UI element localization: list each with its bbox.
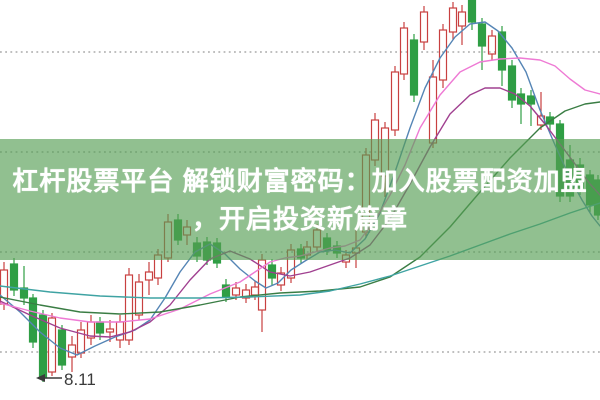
candle-body-down [477, 23, 487, 47]
candle-body-up [115, 321, 125, 341]
candle-body-up [257, 259, 267, 311]
candle-body-down [507, 65, 517, 101]
candle-body-up [419, 11, 429, 43]
candle-body-up [448, 7, 458, 33]
candle-body-up [487, 35, 497, 55]
candle-body-up [457, 11, 467, 27]
promo-banner: 杠杆股票平台 解锁财富密码：加入股票配资加盟 ，开启投资新篇章 [0, 139, 600, 260]
candle-body-up [124, 274, 134, 341]
candle-body-down [38, 314, 48, 379]
candle-body-up [390, 71, 400, 131]
candle-body-down [467, 0, 477, 23]
candle-body-down [409, 39, 419, 96]
candle-body-up [241, 289, 251, 299]
promo-banner-line2: ，开启投资新篇章 [191, 203, 408, 234]
candle-body-up [250, 286, 260, 296]
candle-body-down [9, 263, 19, 291]
ma-mid-purple-line [0, 87, 600, 338]
candle-body-up [134, 281, 144, 316]
candle-body-up [144, 271, 154, 281]
candle-body-down [28, 297, 38, 343]
candle-body-down [95, 321, 105, 334]
candle-body-down [526, 95, 536, 105]
candle-body-up [105, 328, 115, 333]
promo-banner-line1: 杠杆股票平台 解锁财富密码：加入股票配资加盟 [12, 165, 588, 196]
candle-body-up [438, 29, 448, 81]
candle-body-down [19, 287, 29, 299]
candle-body-up [67, 344, 77, 358]
candle-body-up [276, 272, 286, 286]
candle-body-up [399, 27, 409, 75]
candle-body-up [231, 287, 241, 296]
candle-body-down [497, 31, 507, 71]
low-price-label: 8.11 [64, 370, 96, 389]
ma-slow-green-line [0, 101, 600, 315]
low-arrow-head-icon [36, 374, 45, 382]
